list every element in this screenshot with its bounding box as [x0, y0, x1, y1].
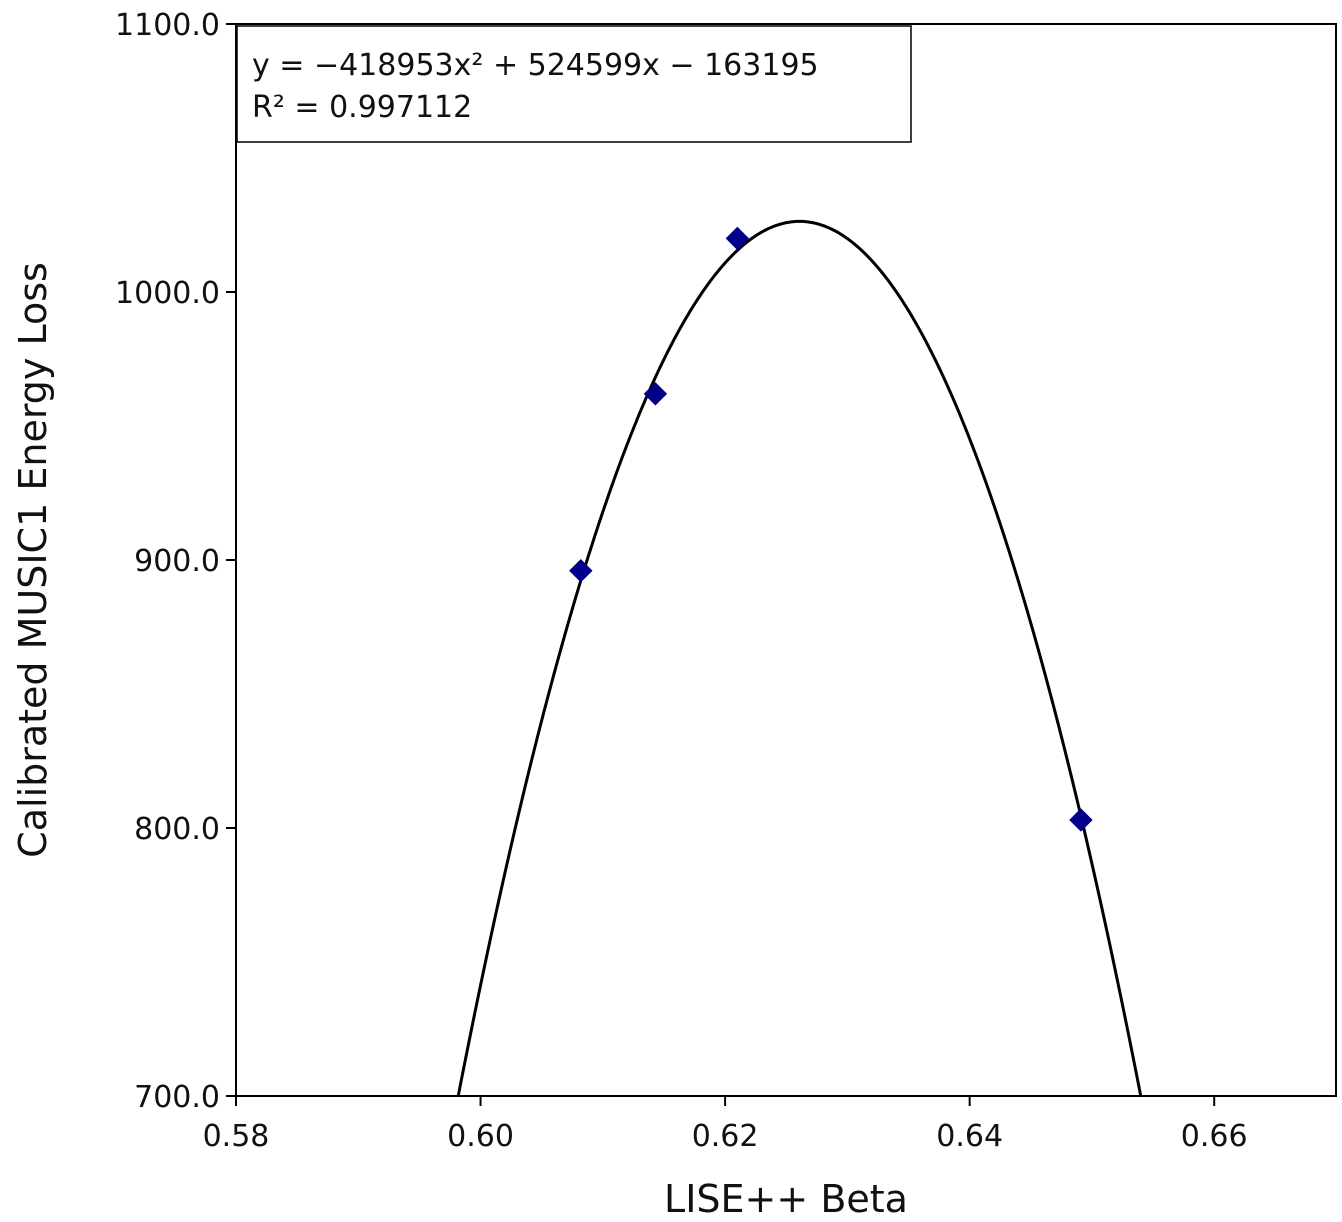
x-tick-label: 0.64 — [936, 1119, 1003, 1154]
plot-area — [235, 23, 1337, 1097]
x-tick-label: 0.66 — [1181, 1119, 1248, 1154]
data-points — [569, 226, 1093, 832]
data-point — [725, 226, 750, 251]
fit-r-squared: R² = 0.997112 — [252, 90, 472, 125]
annotation-box — [236, 25, 912, 143]
fit-curve — [456, 219, 1143, 1097]
x-axis-ticks: 0.58 0.60 0.62 0.64 0.66 — [203, 1096, 1248, 1154]
x-tick-label: 0.62 — [692, 1119, 759, 1154]
fit-equation: y = −418953x² + 524599x − 163195 — [252, 48, 819, 83]
x-tick-label: 0.58 — [203, 1119, 270, 1154]
data-point — [643, 382, 668, 406]
fit-annotation: y = −418953x² + 524599x − 163195 R² = 0.… — [236, 25, 912, 143]
y-tick-label: 800.0 — [134, 812, 220, 847]
y-tick-label: 700.0 — [134, 1080, 220, 1115]
y-tick-label: 1000.0 — [115, 276, 220, 311]
x-tick-label: 0.60 — [447, 1119, 514, 1154]
y-tick-label: 900.0 — [134, 544, 220, 579]
x-axis-title: LISE++ Beta — [664, 1177, 908, 1221]
y-tick-label: 1100.0 — [115, 8, 220, 43]
y-axis-ticks: 700.0 800.0 900.0 1000.0 1100.0 — [115, 8, 236, 1115]
fit-curve-layer — [456, 219, 1143, 1097]
data-point — [1069, 808, 1093, 832]
y-axis-title: Calibrated MUSIC1 Energy Loss — [11, 262, 55, 858]
data-point — [569, 559, 593, 583]
